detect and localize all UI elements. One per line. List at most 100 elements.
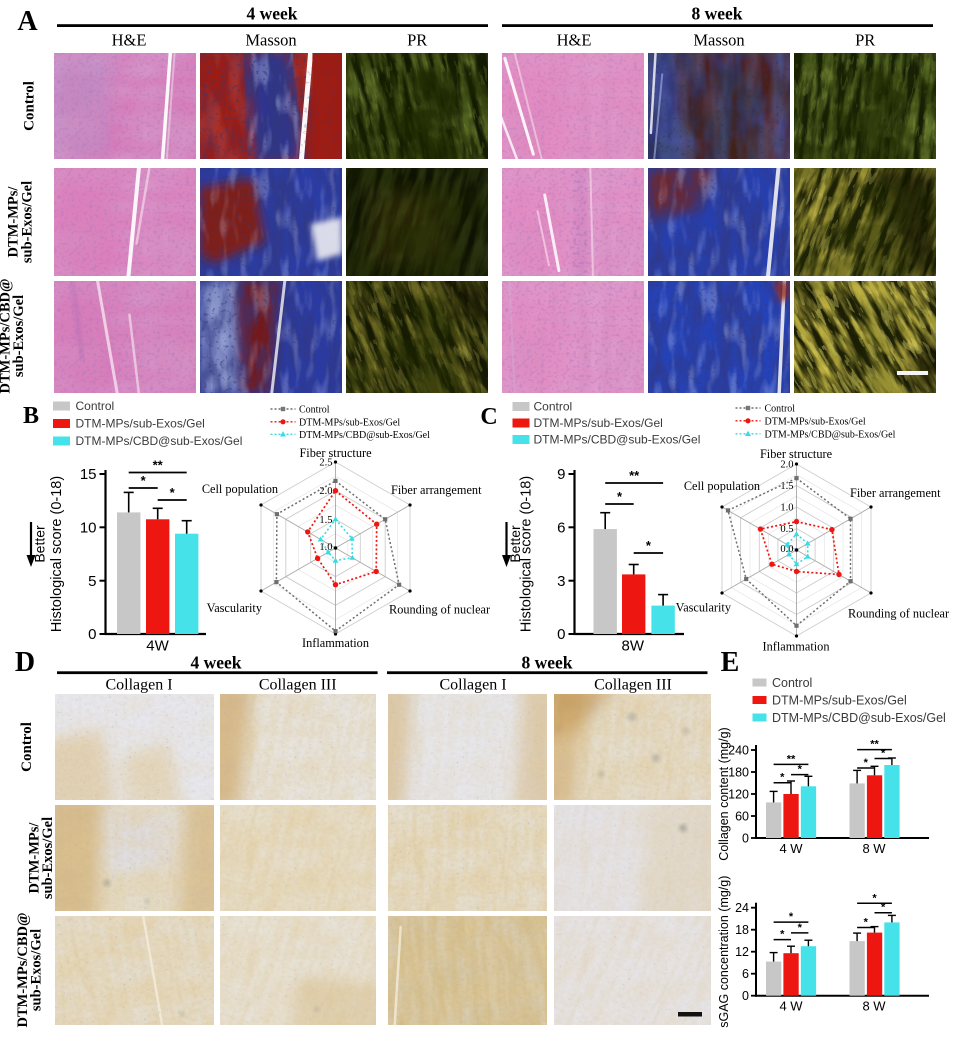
svg-text:8 week: 8 week	[521, 653, 572, 673]
svg-text:Control: Control	[299, 405, 330, 416]
svg-text:Fiber arrangement: Fiber arrangement	[850, 486, 941, 500]
svg-text:Rounding of nuclear: Rounding of nuclear	[848, 607, 949, 621]
svg-text:8W: 8W	[622, 638, 645, 655]
svg-text:DTM-MPs/CBD@sub-Exos/Gel: DTM-MPs/CBD@sub-Exos/Gel	[772, 711, 946, 725]
svg-text:2.5: 2.5	[319, 458, 332, 469]
svg-text:Masson: Masson	[245, 31, 296, 50]
svg-text:120: 120	[728, 787, 749, 801]
svg-text:**: **	[153, 458, 164, 473]
svg-text:DTM-MPs/sub-Exos/Gel: DTM-MPs/sub-Exos/Gel	[765, 416, 866, 427]
svg-text:10: 10	[80, 520, 97, 537]
svg-text:E: E	[721, 647, 740, 678]
svg-text:PR: PR	[855, 31, 875, 50]
svg-text:Collagen content (mg/g): Collagen content (mg/g)	[717, 727, 731, 860]
svg-text:0.5: 0.5	[780, 524, 793, 535]
svg-text:*: *	[864, 757, 869, 769]
svg-text:*: *	[872, 892, 877, 904]
svg-text:Vascularity: Vascularity	[207, 601, 263, 615]
svg-text:Histological score (0-18): Histological score (0-18)	[49, 476, 65, 632]
svg-text:180: 180	[728, 765, 749, 779]
svg-text:A: A	[17, 6, 38, 37]
svg-text:*: *	[864, 917, 869, 929]
svg-text:1.5: 1.5	[319, 515, 332, 526]
svg-text:*: *	[789, 911, 794, 923]
svg-text:DTM-MPs/: DTM-MPs/	[27, 822, 43, 894]
svg-text:60: 60	[735, 809, 749, 823]
svg-text:Control: Control	[76, 399, 115, 413]
svg-text:PR: PR	[407, 31, 427, 50]
svg-text:Collagen III: Collagen III	[594, 677, 672, 694]
svg-text:*: *	[780, 772, 785, 784]
svg-text:Collagen III: Collagen III	[259, 677, 337, 694]
svg-text:6: 6	[557, 520, 565, 537]
svg-text:DTM-MPs/sub-Exos/Gel: DTM-MPs/sub-Exos/Gel	[299, 417, 400, 428]
svg-text:D: D	[15, 647, 35, 678]
svg-text:4 W: 4 W	[779, 999, 803, 1014]
svg-text:Better: Better	[507, 525, 523, 563]
svg-text:*: *	[141, 473, 147, 488]
svg-text:Vascularity: Vascularity	[676, 601, 732, 615]
svg-text:0: 0	[742, 831, 749, 845]
svg-text:Control: Control	[19, 722, 35, 772]
svg-text:*: *	[798, 764, 803, 776]
svg-text:Inflammation: Inflammation	[763, 640, 830, 654]
svg-text:Better: Better	[32, 525, 48, 563]
svg-text:2.0: 2.0	[319, 486, 332, 497]
svg-text:*: *	[170, 485, 176, 500]
svg-text:C: C	[480, 404, 497, 430]
svg-text:H&E: H&E	[112, 31, 147, 50]
svg-text:Control: Control	[772, 676, 812, 690]
svg-text:*: *	[617, 489, 623, 504]
svg-text:0.0: 0.0	[780, 544, 793, 555]
svg-text:240: 240	[728, 743, 749, 757]
svg-text:DTM-MPs/CBD@sub-Exos/Gel: DTM-MPs/CBD@sub-Exos/Gel	[76, 434, 243, 448]
svg-text:6: 6	[742, 967, 749, 981]
svg-text:8 W: 8 W	[862, 841, 886, 856]
svg-text:2.0: 2.0	[780, 460, 793, 471]
svg-text:*: *	[646, 538, 652, 553]
svg-text:9: 9	[557, 466, 565, 483]
svg-text:**: **	[787, 753, 796, 765]
svg-text:Masson: Masson	[693, 31, 744, 50]
svg-text:Control: Control	[765, 404, 796, 415]
svg-text:24: 24	[735, 901, 749, 915]
svg-text:Fiber structure: Fiber structure	[299, 446, 372, 460]
svg-text:DTM-MPs/CBD@: DTM-MPs/CBD@	[15, 913, 31, 1028]
svg-text:sub-Exos/Gel: sub-Exos/Gel	[20, 181, 36, 263]
svg-text:1.5: 1.5	[780, 481, 793, 492]
svg-text:0: 0	[742, 989, 749, 1003]
svg-text:Cell population: Cell population	[202, 482, 278, 496]
svg-text:15: 15	[80, 466, 97, 483]
svg-text:sGAG concentration (mg/g): sGAG concentration (mg/g)	[717, 876, 731, 1028]
svg-text:8 W: 8 W	[862, 999, 886, 1014]
svg-text:Cell population: Cell population	[684, 479, 760, 493]
svg-text:0: 0	[88, 626, 96, 643]
svg-text:DTM-MPs/: DTM-MPs/	[6, 186, 22, 258]
svg-text:Fiber arrangement: Fiber arrangement	[391, 483, 482, 497]
svg-text:0: 0	[557, 626, 565, 643]
svg-text:*: *	[780, 929, 785, 941]
svg-text:DTM-MPs/CBD@sub-Exos/Gel: DTM-MPs/CBD@sub-Exos/Gel	[299, 430, 430, 441]
svg-text:DTM-MPs/sub-Exos/Gel: DTM-MPs/sub-Exos/Gel	[772, 693, 907, 707]
svg-text:*: *	[881, 902, 886, 914]
svg-text:*: *	[881, 748, 886, 760]
svg-text:4 week: 4 week	[246, 4, 297, 24]
svg-text:Collagen I: Collagen I	[439, 677, 506, 694]
svg-text:8 week: 8 week	[691, 4, 742, 24]
svg-text:B: B	[23, 403, 39, 429]
svg-text:Control: Control	[534, 400, 573, 414]
svg-text:DTM-MPs/CBD@sub-Exos/Gel: DTM-MPs/CBD@sub-Exos/Gel	[765, 429, 896, 440]
svg-text:18: 18	[735, 923, 749, 937]
svg-text:4W: 4W	[146, 638, 169, 655]
svg-text:Control: Control	[22, 81, 38, 131]
svg-text:sub-Exos/Gel: sub-Exos/Gel	[11, 295, 27, 377]
svg-text:Histological score (0-18): Histological score (0-18)	[519, 476, 535, 632]
svg-text:1.0: 1.0	[780, 503, 793, 514]
svg-text:5: 5	[88, 573, 96, 590]
svg-text:DTM-MPs/CBD@: DTM-MPs/CBD@	[0, 279, 14, 394]
svg-text:sub-Exos/Gel: sub-Exos/Gel	[40, 817, 56, 899]
svg-text:DTM-MPs/CBD@sub-Exos/Gel: DTM-MPs/CBD@sub-Exos/Gel	[534, 433, 701, 447]
svg-text:Fiber structure: Fiber structure	[760, 447, 833, 461]
svg-text:DTM-MPs/sub-Exos/Gel: DTM-MPs/sub-Exos/Gel	[76, 417, 205, 431]
svg-text:**: **	[629, 468, 640, 483]
